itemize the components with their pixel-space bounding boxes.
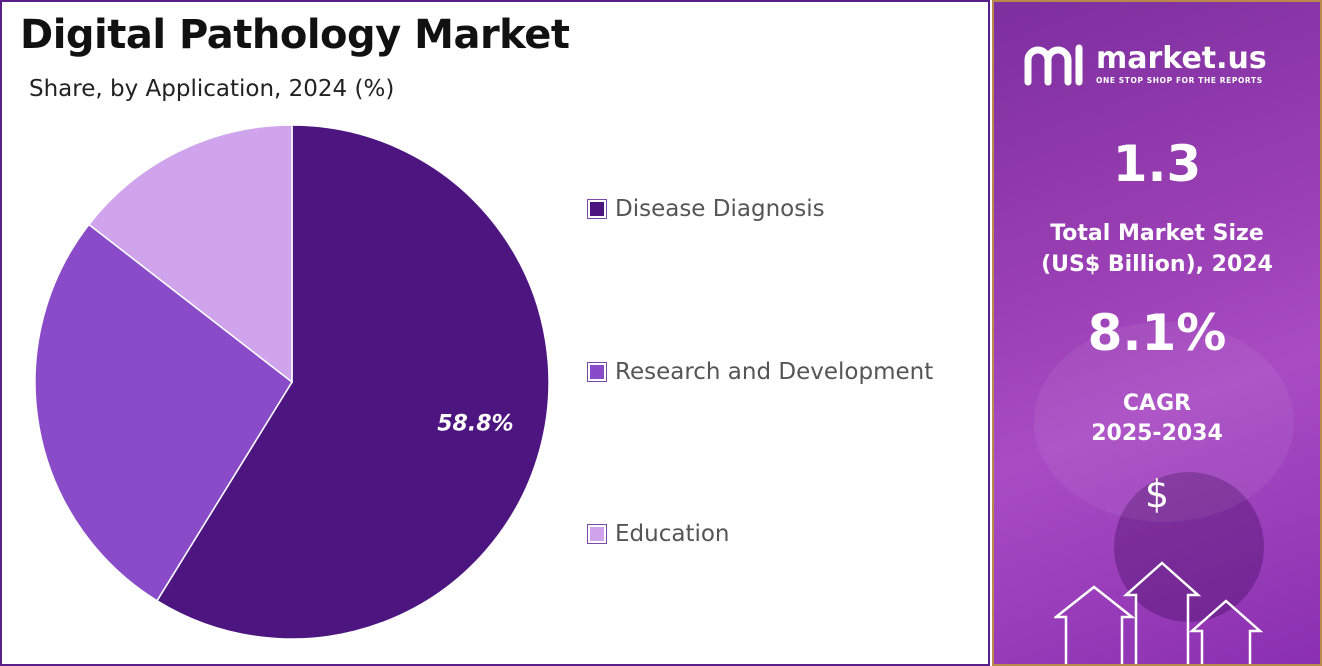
market-size-label-line2: (US$ Billion), 2024 [1041,252,1273,277]
legend-item-disease-diagnosis: Disease Diagnosis [587,196,825,222]
legend-swatch [587,362,607,382]
legend-label: Education [615,521,730,547]
brand-tagline: ONE STOP SHOP FOR THE REPORTS [1096,75,1263,85]
background-decoration [1034,322,1294,522]
legend-item-education: Education [587,521,730,547]
pie-chart: 58.8% [34,124,550,640]
summary-panel: market.us ONE STOP SHOP FOR THE REPORTS … [992,0,1322,666]
cagr-label-line1: CAGR [1122,391,1192,416]
pie-value-label: 58.8% [437,412,513,437]
pie-slice-research-and-development [34,223,293,602]
chart-panel: Digital Pathology Market Share, by Appli… [0,0,990,666]
chart-subtitle: Share, by Application, 2024 (%) [29,76,395,102]
legend-swatch [587,524,607,544]
market-us-logo-icon [1024,44,1083,86]
chart-title: Digital Pathology Market [20,12,570,58]
legend-label: Research and Development [615,359,934,385]
market-size-value: 1.3 [1112,135,1202,193]
cagr-value: 8.1% [1087,304,1227,362]
market-size-label-line1: Total Market Size [1050,221,1264,246]
dollar-icon: $ [1144,472,1170,516]
legend-label: Disease Diagnosis [615,196,825,222]
brand-name: market.us [1096,40,1267,76]
brand-logo: market.us ONE STOP SHOP FOR THE REPORTS [1024,42,1267,86]
legend-swatch [587,199,607,219]
cagr-label-line2: 2025-2034 [1091,421,1223,446]
growth-arrows-icon [1054,561,1264,664]
chart-legend: Disease Diagnosis Research and Developme… [587,2,988,666]
legend-item-research-and-development: Research and Development [587,359,934,385]
pie-slice-education [87,124,293,384]
pie-slice-disease-diagnosis [155,124,550,640]
